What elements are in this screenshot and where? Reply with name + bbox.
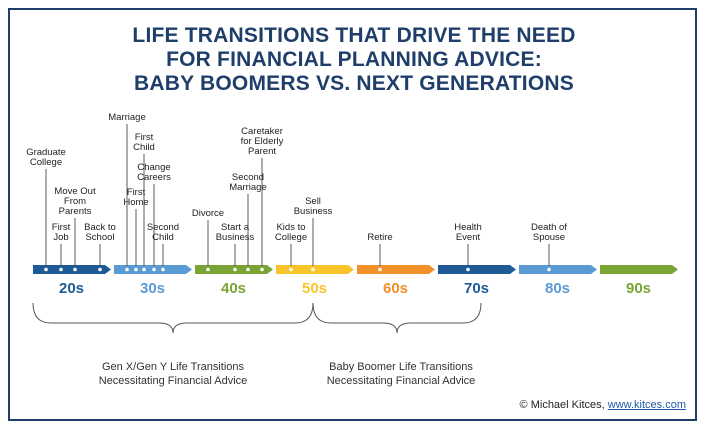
decade-label: 70s xyxy=(464,280,489,297)
event-marker xyxy=(246,267,250,272)
event-label: Kids to College xyxy=(275,222,307,243)
event-marker xyxy=(378,267,382,272)
event-label: Start a Business xyxy=(216,222,255,243)
credit-line: © Michael Kitces, www.kitces.com xyxy=(520,399,686,411)
event-label: Caretaker for Elderly Parent xyxy=(241,126,284,157)
event-marker xyxy=(161,267,165,272)
event-marker xyxy=(59,267,63,272)
decade-arrow-60s xyxy=(357,265,435,274)
decade-label: 20s xyxy=(59,280,84,297)
group-caption: Baby Boomer Life Transitions Necessitatin… xyxy=(327,361,476,387)
decade-arrow-80s xyxy=(519,265,597,274)
decade-label: 30s xyxy=(140,280,165,297)
event-marker xyxy=(125,267,129,272)
event-label: Move Out From Parents xyxy=(54,186,96,217)
event-label: First Child xyxy=(133,132,155,153)
decade-arrow-50s xyxy=(276,265,354,274)
event-marker xyxy=(547,267,551,272)
event-marker xyxy=(134,267,138,272)
decade-label: 90s xyxy=(626,280,651,297)
decade-arrow-70s xyxy=(438,265,516,274)
decade-label: 50s xyxy=(302,280,327,297)
title-line: LIFE TRANSITIONS THAT DRIVE THE NEED xyxy=(132,24,576,47)
event-marker xyxy=(289,267,293,272)
credit-text: © Michael Kitces, xyxy=(519,399,608,411)
event-marker xyxy=(233,267,237,272)
title-line: BABY BOOMERS VS. NEXT GENERATIONS xyxy=(134,72,574,95)
event-marker xyxy=(260,267,264,272)
decade-arrow-90s xyxy=(600,265,678,274)
event-label: Retire xyxy=(367,232,392,243)
figure-frame xyxy=(8,8,697,421)
event-label: Marriage xyxy=(108,112,146,123)
event-marker xyxy=(142,267,146,272)
event-marker xyxy=(152,267,156,272)
decade-label: 40s xyxy=(221,280,246,297)
event-label: First Job xyxy=(52,222,71,243)
event-label: Change Careers xyxy=(137,162,171,183)
event-label: Graduate College xyxy=(26,147,66,168)
event-marker xyxy=(44,267,48,272)
event-label: Sell Business xyxy=(294,196,333,217)
decade-label: 60s xyxy=(383,280,408,297)
decade-label: 80s xyxy=(545,280,570,297)
brace-baby-boomer xyxy=(312,302,482,334)
group-caption: Gen X/Gen Y Life Transitions Necessitatin… xyxy=(99,361,248,387)
event-label: Second Marriage xyxy=(229,172,267,193)
event-label: First Home xyxy=(123,187,148,208)
title-line: FOR FINANCIAL PLANNING ADVICE: xyxy=(166,48,542,71)
credit-link[interactable]: www.kitces.com xyxy=(607,399,686,411)
event-label: Back to School xyxy=(84,222,116,243)
event-label: Second Child xyxy=(147,222,179,243)
event-marker xyxy=(206,267,210,272)
diagram-title: LIFE TRANSITIONS THAT DRIVE THE NEED FOR… xyxy=(0,24,708,96)
event-marker xyxy=(311,267,315,272)
event-marker xyxy=(98,267,102,272)
decade-arrow-20s xyxy=(33,265,111,274)
brace-gen-x-y xyxy=(32,302,314,334)
event-label: Death of Spouse xyxy=(531,222,567,243)
event-marker xyxy=(73,267,77,272)
event-marker xyxy=(466,267,470,272)
event-label: Health Event xyxy=(454,222,481,243)
event-label: Divorce xyxy=(192,208,224,219)
